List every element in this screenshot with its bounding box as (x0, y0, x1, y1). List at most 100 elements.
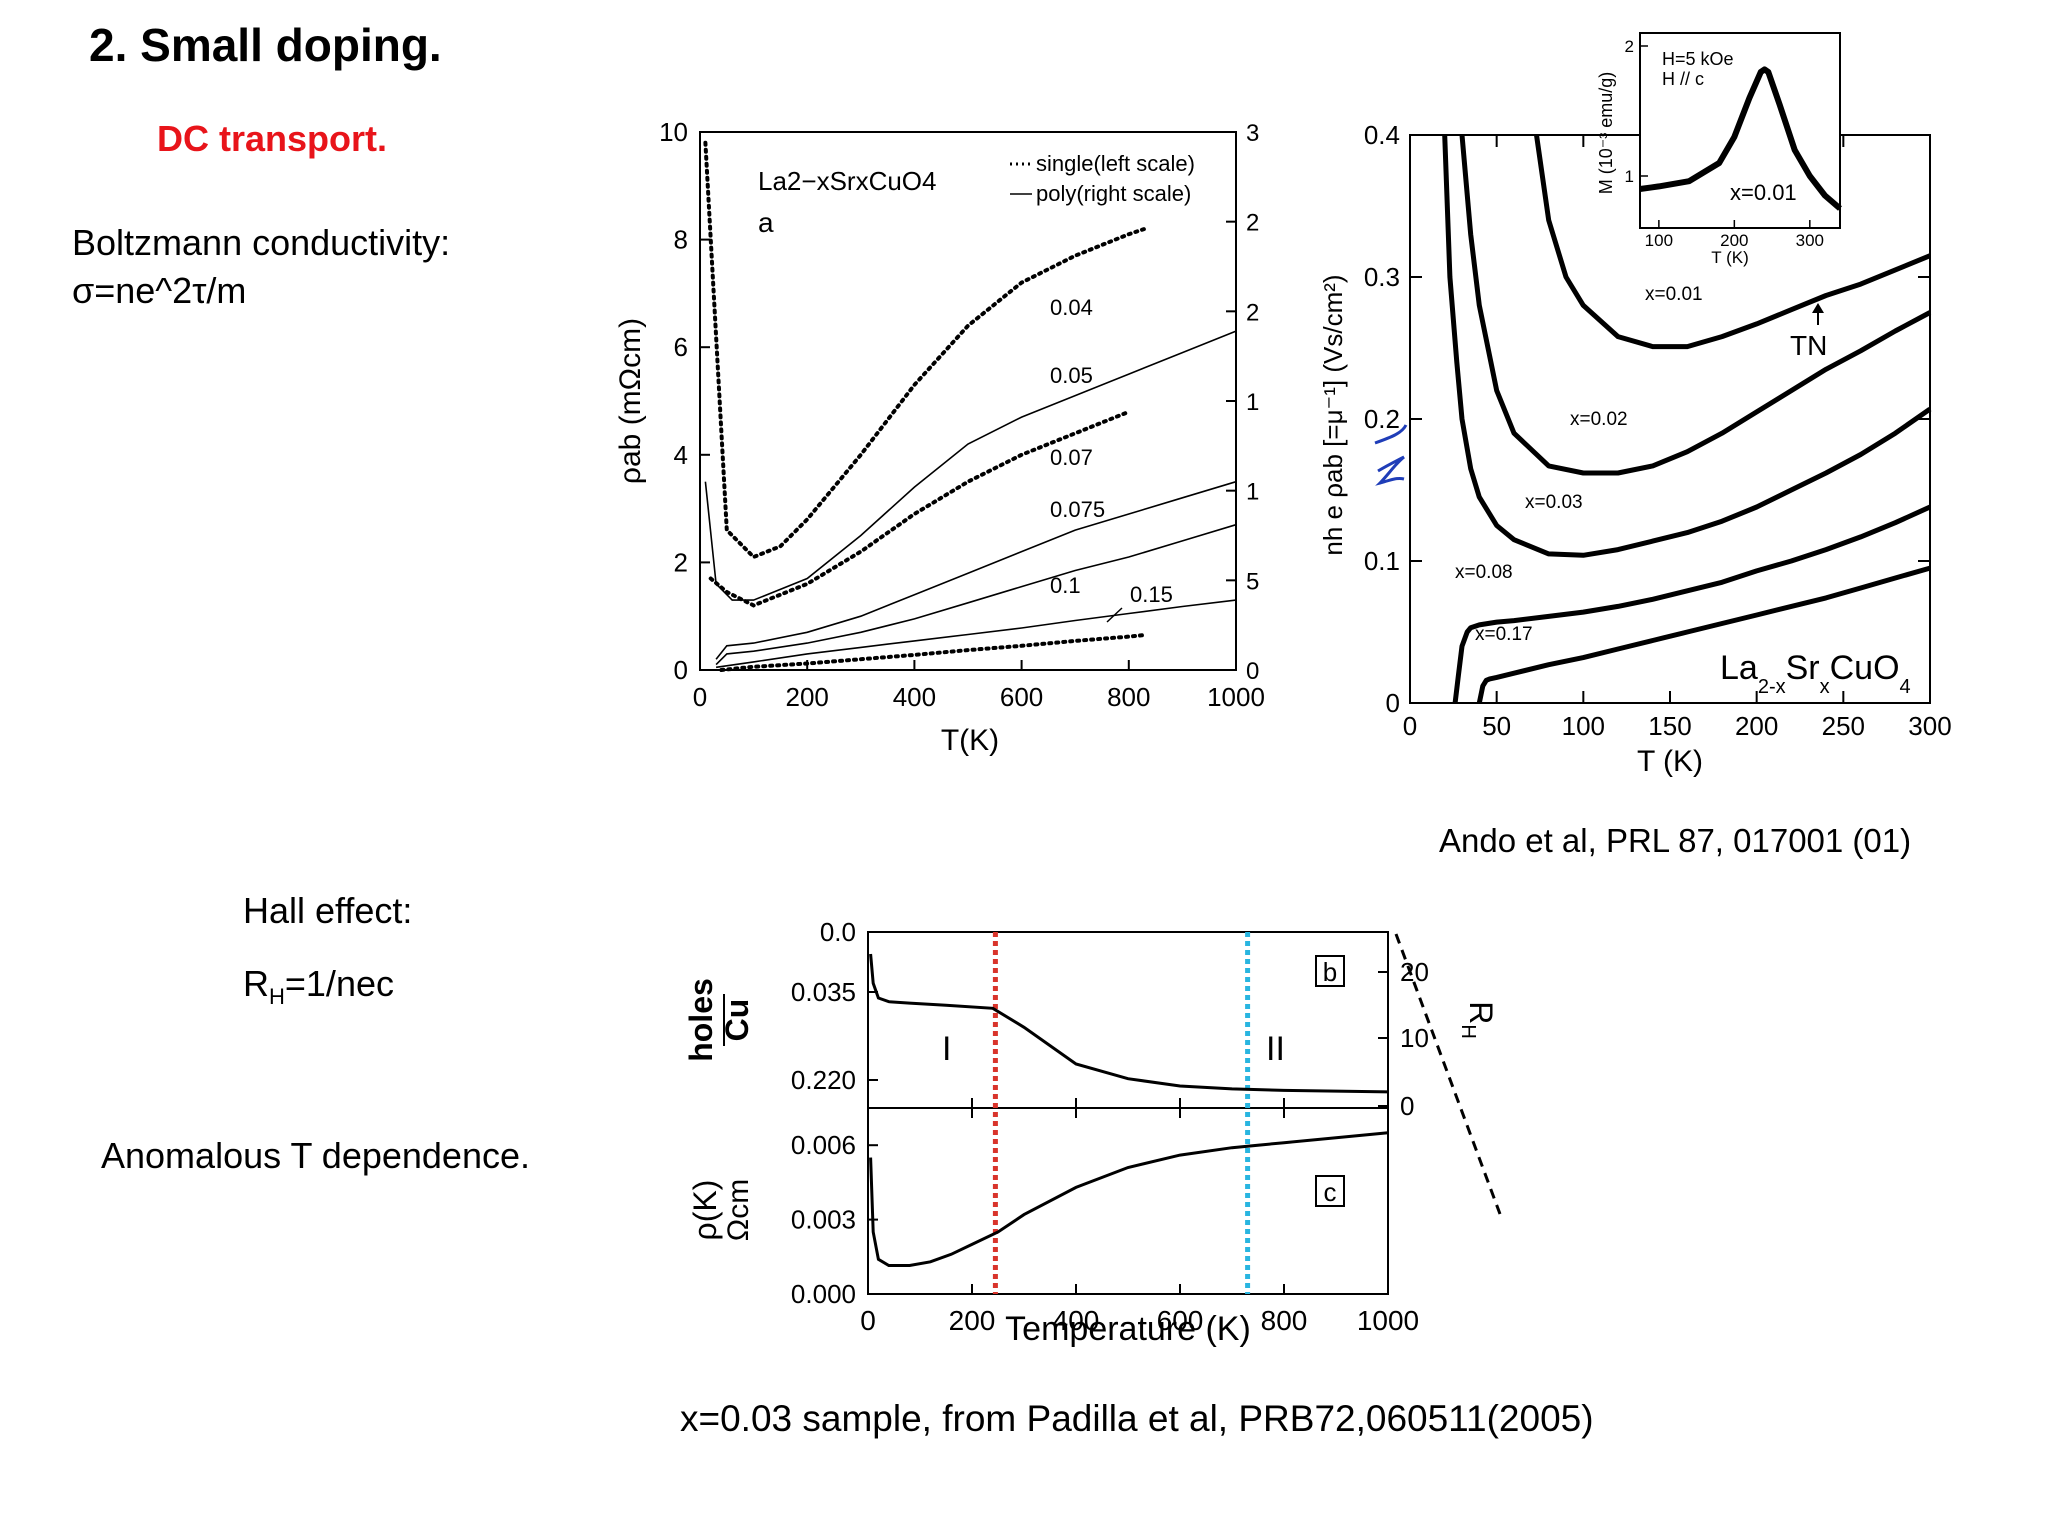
chart-c-bottom-y-tick-label: 0.003 (791, 1205, 856, 1235)
chart-c-top-frame (867, 931, 1389, 1109)
chart-b-x-tick-label: 50 (1482, 711, 1511, 741)
chart-a-series-label: 0.15 (1130, 582, 1173, 607)
boltzmann-label: Boltzmann conductivity: (72, 222, 451, 263)
chart-a-x-tick-label: 600 (1000, 682, 1043, 712)
inset-series-line (1639, 66, 1842, 211)
chart-b-series-line (1442, 134, 1932, 558)
panel-b-box (1315, 955, 1345, 987)
chart-c-bottom-y-tick-label: 0.000 (791, 1279, 856, 1309)
chart-b-x-tick-label: 100 (1562, 711, 1605, 741)
chart-a-series-line (703, 140, 1147, 560)
chart-b-y-tick-label: 0.2 (1364, 404, 1400, 434)
chart-a-x-tick-label: 1000 (1207, 682, 1265, 712)
legend-single: single(left scale) (1036, 151, 1195, 176)
chart-c-holes-label: holes (683, 978, 719, 1062)
chart-a-arrow (1106, 607, 1123, 623)
chart-c-x-tick-label: 600 (1157, 1305, 1204, 1336)
boltzmann-formula: σ=ne^2τ/m (72, 270, 247, 311)
chart-c-right-tick-label: 10 (1400, 1023, 1429, 1053)
chart-a-y-tick-label: 6 (674, 332, 688, 362)
inset-x-tick-label: 300 (1796, 231, 1824, 250)
chart-a-series-label: 0.075 (1050, 497, 1105, 522)
inset-legend-direction: H // c (1662, 69, 1704, 89)
chart-a-x-tick-label: 0 (693, 682, 707, 712)
slide-title: 2. Small doping. (89, 19, 442, 71)
chart-c-bottom-y-tick-label: 0.006 (791, 1130, 856, 1160)
chart-a-series-label: 0.05 (1050, 363, 1093, 388)
hall-formula-rest: =1/nec (284, 963, 394, 1004)
chart-a-right-tick-label: 0 (1246, 658, 1259, 685)
chart-a-right-tick-label: 1 (1246, 389, 1259, 416)
hall-formula-sub: H (269, 984, 285, 1010)
chart-a-y-tick-label: 4 (674, 440, 688, 470)
chart-b-series-line (1459, 134, 1932, 476)
inset-x-tick-label: 100 (1645, 231, 1673, 250)
chart-c-bottom-series-line (869, 1131, 1389, 1267)
region-ii-label: II (1266, 1030, 1285, 1068)
chart-a-y-tick-label: 0 (674, 655, 688, 685)
chart-c-top-y-tick-label: 0.035 (791, 977, 856, 1007)
chart-b-series-label: x=0.17 (1475, 624, 1533, 645)
tn-annotation: TN (1790, 330, 1827, 361)
chart-c-right-tick-label: 0 (1400, 1091, 1414, 1121)
chart-b-series-label: x=0.03 (1525, 492, 1583, 513)
chart-a-xlabel: T(K) (941, 724, 999, 757)
chart-b-series-label: x=0.01 (1645, 284, 1703, 305)
panel-c-box (1315, 1175, 1345, 1207)
chart-b-series-label: x=0.08 (1455, 562, 1513, 583)
inset-legend-field: H=5 kOe (1662, 49, 1734, 69)
chart-b-y-tick-label: 0.4 (1364, 120, 1400, 150)
chart-a-series-line (715, 480, 1237, 660)
chart-a-series-line (708, 409, 1131, 608)
chart-a-x-tick-label: 400 (893, 682, 936, 712)
chart-b-series-line (1476, 565, 1931, 704)
chart-b-y-tick-label: 0.1 (1364, 546, 1400, 576)
chart-a-series-label: 0.07 (1050, 445, 1093, 470)
chart-c-hall-resistivity: 0 200 400 600 800 10000.00.0350.220201000.000… (683, 920, 1502, 1348)
chart-b-compound: La2-xSrxCuO4 (1720, 649, 1911, 698)
panel-c-label: c (1324, 1177, 1337, 1207)
chart-c-x-tick-label: 200 (949, 1305, 996, 1336)
chart-b-y-tick-label: 0.3 (1364, 262, 1400, 292)
chart-c-top-y-tick-label: 0.220 (791, 1065, 856, 1095)
inset-xlabel: T (K) (1711, 248, 1748, 267)
chart-a-series-label: 0.04 (1050, 295, 1093, 320)
chart-b-y-tick-label: 0 (1386, 688, 1400, 718)
chart-a-series-label: 0.1 (1050, 573, 1081, 598)
chart-c-rho-unit: Ωcm (722, 1179, 755, 1241)
panel-b-label: b (1323, 957, 1337, 987)
inset-y-tick-label: 2 (1625, 37, 1634, 56)
chart-b-mobility: 0 50 100 150 200 250 300 0 0.1 0.2 0.3 0.4 x=0.01 x=… (1318, 32, 1952, 778)
hall-formula: RH=1/nec (243, 963, 394, 1010)
chart-c-x-tick-label: 400 (1053, 1305, 1100, 1336)
chart-a-right-tick-label: 2 (1246, 299, 1259, 326)
chart-a-x-tick-label: 800 (1107, 682, 1150, 712)
chart-c-x-tick-label: 1000 (1357, 1305, 1419, 1336)
chart-b-ylabel: nh e ρab [=μ⁻¹] (Vs/cm²) (1318, 274, 1348, 555)
chart-a-right-tick-label: 2 (1246, 210, 1259, 237)
chart-a-panel-label: a (758, 207, 774, 238)
chart-c-rho-label: ρ(K) (687, 1180, 723, 1241)
handwritten-tau-annotation (1374, 424, 1408, 486)
chart-c-xlabel: Temperature (K) (1005, 1310, 1251, 1348)
chart-b-x-tick-label: 300 (1908, 711, 1951, 741)
chart-c-cu-label: Cu (719, 999, 755, 1042)
region-i-label: I (942, 1030, 951, 1068)
chart-a-right-tick-label: 3 (1246, 120, 1259, 147)
chart-c-top-series-line (869, 953, 1389, 1094)
chart-a-y-tick-label: 2 (674, 547, 688, 577)
inset-y-tick-label: 1 (1625, 167, 1634, 186)
chart-a-y-tick-label: 8 (674, 225, 688, 255)
chart-b-series-label: x=0.02 (1570, 409, 1628, 430)
chart-a-y-tick-label: 10 (659, 117, 688, 147)
inset-x-tick-label: 200 (1720, 231, 1748, 250)
chart-b-x-tick-label: 150 (1648, 711, 1691, 741)
chart-c-rh-label: RH (1457, 1001, 1499, 1039)
slide-subtitle: DC transport. (157, 118, 388, 159)
chart-b-series-line (1534, 134, 1931, 350)
chart-a-compound: La2−xSrxCuO4 (758, 166, 936, 196)
chart-c-x-tick-label: 800 (1261, 1305, 1308, 1336)
chart-a-x-tick-label: 200 (786, 682, 829, 712)
ando-citation: Ando et al, PRL 87, 017001 (01) (1439, 822, 1912, 859)
